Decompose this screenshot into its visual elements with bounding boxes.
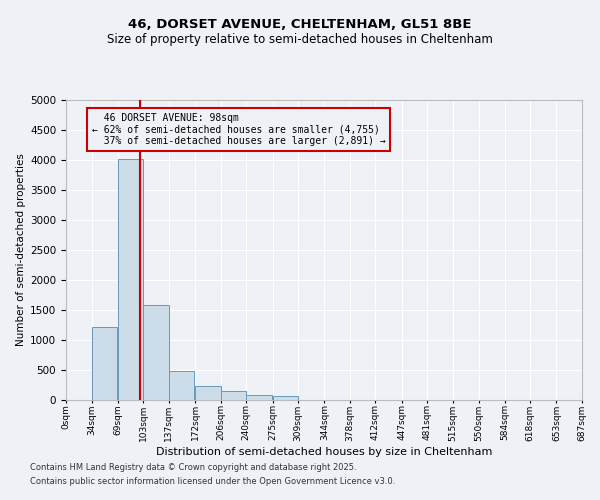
Bar xyxy=(143,305,169,400)
X-axis label: Distribution of semi-detached houses by size in Cheltenham: Distribution of semi-detached houses by … xyxy=(156,448,492,458)
Bar xyxy=(246,394,272,400)
Text: Contains public sector information licensed under the Open Government Licence v3: Contains public sector information licen… xyxy=(30,477,395,486)
Bar xyxy=(221,391,246,400)
Y-axis label: Number of semi-detached properties: Number of semi-detached properties xyxy=(16,154,26,346)
Text: 46, DORSET AVENUE, CHELTENHAM, GL51 8BE: 46, DORSET AVENUE, CHELTENHAM, GL51 8BE xyxy=(128,18,472,30)
Bar xyxy=(118,159,143,400)
Text: Size of property relative to semi-detached houses in Cheltenham: Size of property relative to semi-detach… xyxy=(107,32,493,46)
Bar xyxy=(195,386,221,400)
Bar xyxy=(272,396,298,400)
Text: 46 DORSET AVENUE: 98sqm
← 62% of semi-detached houses are smaller (4,755)
  37% : 46 DORSET AVENUE: 98sqm ← 62% of semi-de… xyxy=(92,113,385,146)
Text: Contains HM Land Registry data © Crown copyright and database right 2025.: Contains HM Land Registry data © Crown c… xyxy=(30,464,356,472)
Bar xyxy=(169,370,194,400)
Bar xyxy=(92,327,117,400)
